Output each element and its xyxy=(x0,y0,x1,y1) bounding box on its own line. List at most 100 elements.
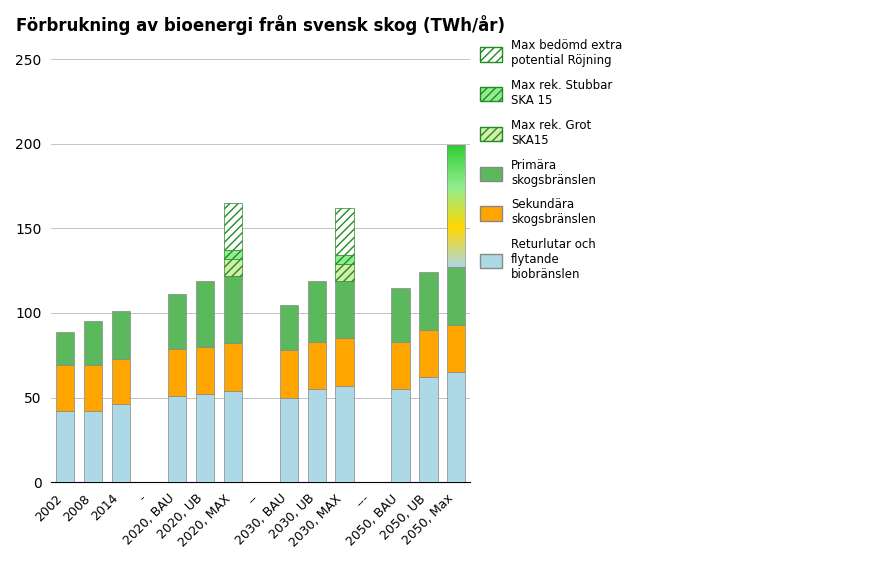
Bar xyxy=(447,251,466,252)
Bar xyxy=(84,365,102,411)
Bar xyxy=(447,213,466,214)
Bar xyxy=(447,240,466,241)
Bar xyxy=(447,190,466,191)
Bar xyxy=(447,146,466,147)
Bar xyxy=(224,276,242,343)
Bar xyxy=(447,191,466,192)
Bar xyxy=(447,173,466,174)
Bar xyxy=(84,411,102,482)
Bar xyxy=(447,200,466,201)
Bar xyxy=(447,181,466,182)
Bar xyxy=(447,198,466,199)
Bar xyxy=(391,389,410,482)
Bar xyxy=(279,398,298,482)
Bar xyxy=(447,188,466,190)
Bar xyxy=(391,342,410,389)
Bar xyxy=(447,222,466,223)
Bar xyxy=(447,263,466,264)
Bar xyxy=(447,206,466,207)
Bar xyxy=(447,246,466,247)
Bar xyxy=(224,259,242,276)
Bar xyxy=(56,411,74,482)
Bar xyxy=(447,151,466,152)
Bar xyxy=(224,343,242,391)
Bar xyxy=(447,253,466,254)
Bar xyxy=(447,225,466,226)
Bar xyxy=(447,267,466,325)
Bar xyxy=(447,258,466,259)
Bar xyxy=(112,359,130,404)
Bar xyxy=(447,164,466,165)
Bar xyxy=(447,237,466,238)
Bar xyxy=(168,294,186,349)
Bar xyxy=(447,265,466,266)
Bar xyxy=(335,281,354,338)
Bar xyxy=(447,197,466,198)
Bar xyxy=(447,212,466,213)
Bar xyxy=(447,245,466,246)
Bar xyxy=(447,160,466,161)
Bar xyxy=(447,261,466,262)
Bar xyxy=(447,201,466,202)
Bar xyxy=(447,202,466,203)
Bar xyxy=(447,152,466,153)
Bar xyxy=(308,281,325,342)
Bar xyxy=(447,163,466,164)
Bar xyxy=(447,180,466,181)
Bar xyxy=(447,266,466,267)
Bar xyxy=(447,168,466,169)
Bar xyxy=(447,157,466,158)
Bar xyxy=(447,203,466,204)
Bar xyxy=(447,192,466,193)
Bar xyxy=(447,186,466,187)
Bar xyxy=(447,233,466,235)
Bar xyxy=(447,217,466,218)
Bar xyxy=(447,179,466,180)
Bar xyxy=(447,148,466,149)
Bar xyxy=(447,177,466,178)
Bar xyxy=(196,347,214,394)
Bar xyxy=(168,396,186,482)
Bar xyxy=(196,394,214,482)
Bar xyxy=(447,178,466,179)
Bar xyxy=(447,260,466,261)
Bar xyxy=(335,208,354,255)
Bar xyxy=(447,167,466,168)
Bar xyxy=(447,255,466,256)
Bar xyxy=(447,259,466,260)
Bar xyxy=(447,174,466,175)
Bar xyxy=(335,264,354,281)
Bar xyxy=(447,194,466,195)
Bar xyxy=(447,158,466,159)
Bar xyxy=(447,196,466,197)
Bar xyxy=(224,203,242,250)
Bar xyxy=(447,249,466,250)
Bar xyxy=(391,288,410,342)
Bar xyxy=(447,241,466,243)
Bar xyxy=(56,365,74,411)
Bar xyxy=(447,230,466,231)
Bar xyxy=(447,218,466,219)
Bar xyxy=(447,247,466,248)
Bar xyxy=(447,244,466,245)
Bar xyxy=(447,264,466,265)
Bar xyxy=(447,195,466,196)
Bar xyxy=(447,169,466,170)
Bar xyxy=(447,185,466,186)
Bar xyxy=(447,184,466,185)
Bar xyxy=(447,243,466,244)
Bar xyxy=(447,257,466,258)
Bar xyxy=(447,219,466,220)
Bar xyxy=(84,321,102,365)
Bar xyxy=(447,228,466,229)
Bar xyxy=(447,250,466,251)
Bar xyxy=(447,159,466,160)
Bar xyxy=(447,215,466,216)
Bar xyxy=(335,338,354,386)
Bar xyxy=(447,204,466,205)
Bar xyxy=(447,235,466,236)
Bar xyxy=(447,226,466,227)
Title: Förbrukning av bioenergi från svensk skog (TWh/år): Förbrukning av bioenergi från svensk sko… xyxy=(16,15,505,35)
Bar xyxy=(447,146,466,267)
Bar xyxy=(224,391,242,482)
